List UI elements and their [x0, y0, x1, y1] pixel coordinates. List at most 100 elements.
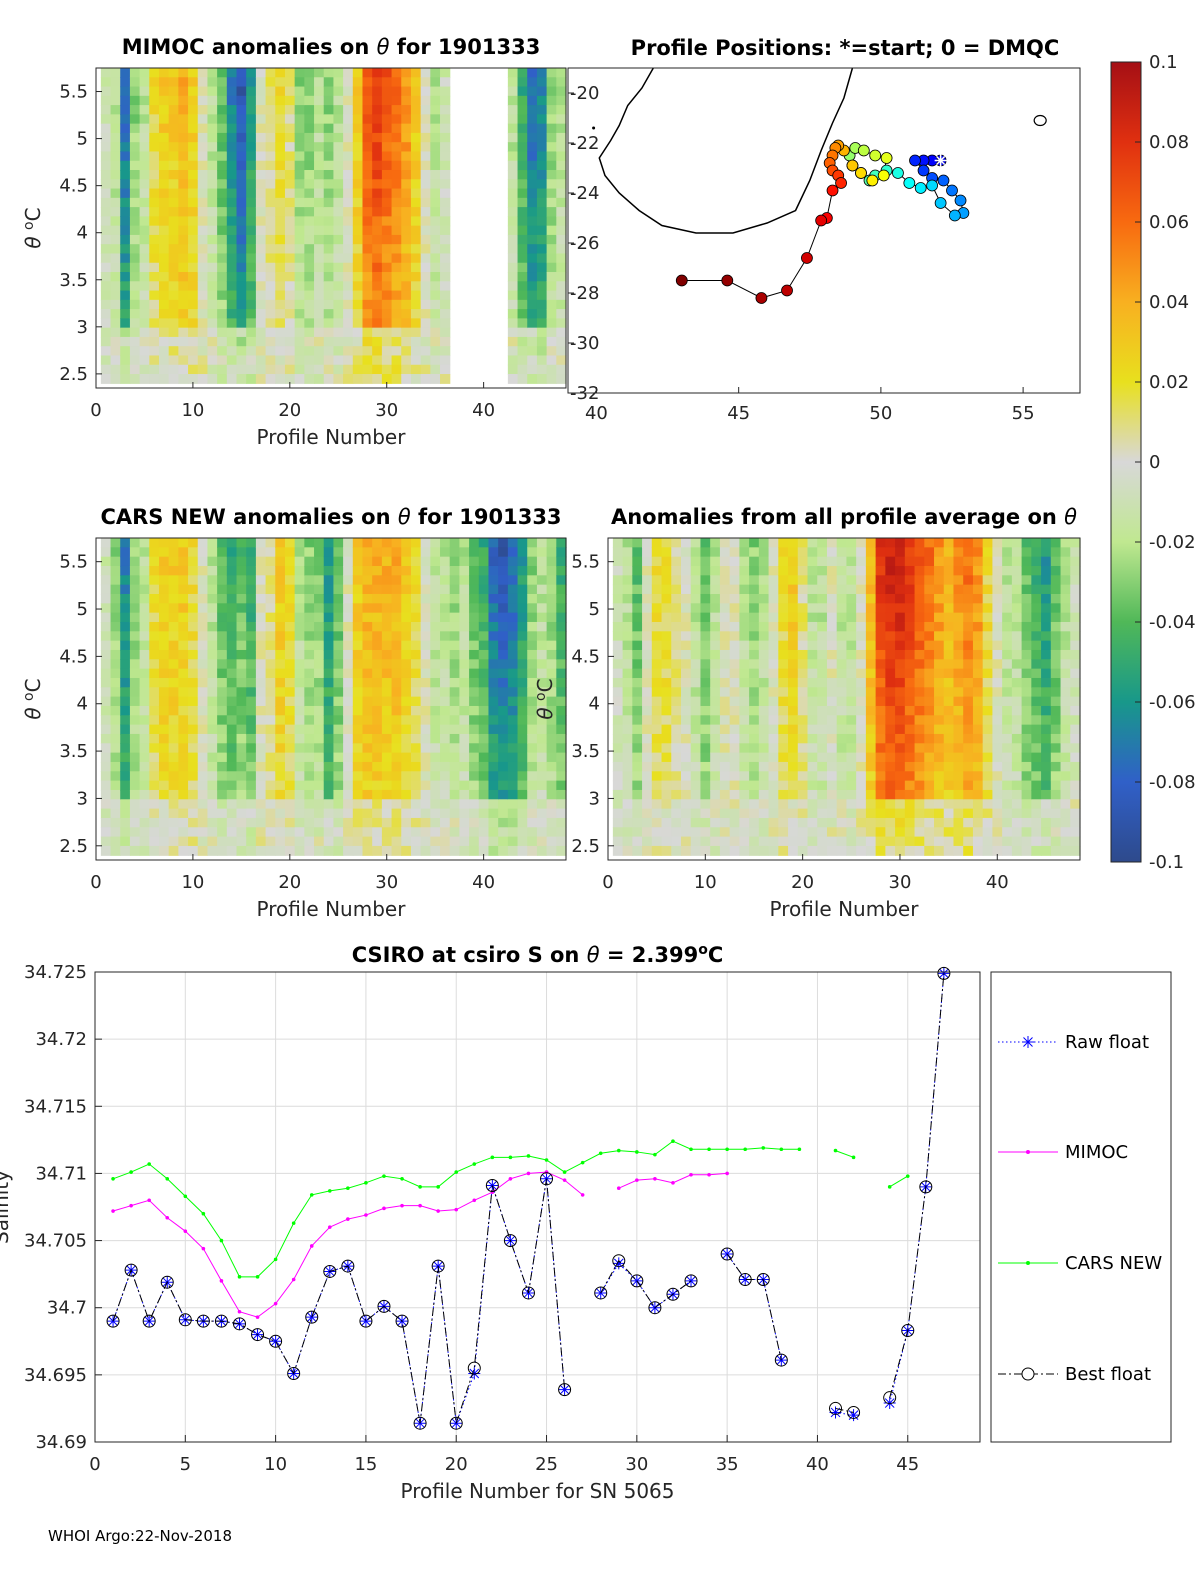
heatmap-cell [836, 621, 848, 632]
heatmap-cell [972, 565, 984, 576]
heatmap-cell [362, 780, 373, 791]
heatmap-cell [265, 733, 276, 744]
heatmap-cell [729, 696, 740, 707]
heatmap-cell [100, 105, 112, 115]
heatmap-cell [304, 272, 315, 282]
heatmap-cell [255, 556, 267, 567]
heatmap-cell [323, 105, 335, 115]
heatmap-cell [749, 603, 760, 614]
heatmap-cell [207, 677, 218, 688]
heatmap-cell [284, 364, 296, 375]
heatmap-cell [304, 132, 315, 143]
heatmap-cell [527, 216, 538, 227]
heatmap-cell [817, 612, 828, 623]
heatmap-cell [139, 593, 150, 604]
heatmap-cell [1070, 836, 1081, 847]
heatmap-cell [110, 179, 121, 190]
heatmap-cell [972, 538, 984, 548]
heatmap-cell [391, 621, 402, 632]
heatmap-cell [710, 780, 721, 791]
heatmap-cell [507, 659, 519, 670]
heatmap-cell [671, 799, 682, 810]
heatmap-cell [168, 771, 179, 782]
heatmap-cell [381, 845, 393, 856]
heatmap-cell [246, 743, 257, 754]
heatmap-cell [680, 659, 692, 670]
heatmap-cell [246, 631, 257, 642]
heatmap-cell [304, 299, 315, 310]
heatmap-cell [255, 336, 267, 347]
heatmap-cell [255, 761, 267, 772]
heatmap-cell [807, 845, 818, 856]
heatmap-cell [758, 612, 770, 623]
heatmap-cell [275, 346, 286, 357]
heatmap-cell [158, 299, 170, 310]
heatmap-cell [217, 827, 228, 838]
heatmap-cell [333, 584, 344, 595]
heatmap-cell [352, 789, 364, 800]
heatmap-cell [168, 603, 179, 614]
heatmap-cell [700, 743, 711, 754]
data-point [273, 1301, 278, 1306]
heatmap-cell [729, 845, 740, 856]
heatmap-cell [982, 705, 994, 716]
heatmap-cell [236, 584, 247, 595]
heatmap-cell [110, 207, 121, 217]
heatmap-cell [749, 845, 760, 856]
heatmap-cell [362, 170, 373, 180]
x-tick-label: 10 [181, 400, 204, 421]
profile-position [903, 177, 916, 189]
heatmap-cell [875, 668, 886, 679]
heatmap-cell [924, 771, 935, 782]
heatmap-cell [226, 244, 238, 255]
heatmap-cell [768, 799, 779, 810]
heatmap-cell [188, 197, 199, 208]
heatmap-cell [255, 160, 267, 171]
heatmap-cell [904, 677, 916, 688]
heatmap-cell [632, 621, 643, 632]
heatmap-cell [826, 668, 838, 679]
heatmap-cell [352, 724, 364, 735]
x-tick-label: 30 [375, 400, 398, 421]
heatmap-cell [642, 715, 653, 726]
heatmap-cell [478, 565, 490, 576]
profile-position [869, 149, 882, 162]
heatmap-cell [517, 761, 528, 772]
heatmap-cell [498, 668, 509, 679]
heatmap-cell [362, 336, 373, 347]
heatmap-cell [401, 603, 412, 614]
heatmap-cell [236, 743, 247, 754]
heatmap-cell [110, 244, 121, 255]
heatmap-cell [352, 817, 364, 828]
heatmap-cell [158, 780, 170, 791]
heatmap-cell [856, 677, 867, 688]
heatmap-cell [527, 272, 538, 282]
heatmap-cell [294, 216, 305, 227]
heatmap-cell [488, 687, 499, 698]
heatmap-cell [517, 575, 528, 586]
heatmap-cell [992, 640, 1003, 651]
heatmap-cell [982, 593, 994, 604]
heatmap-cell [719, 640, 731, 651]
heatmap-cell [207, 142, 218, 153]
heatmap-cell [120, 336, 131, 347]
heatmap-cell [469, 668, 480, 679]
heatmap-cell [972, 715, 984, 726]
heatmap-cell [546, 547, 557, 558]
heatmap-cell [992, 771, 1003, 782]
heatmap-cell [226, 565, 238, 576]
heatmap-cell [1041, 565, 1052, 576]
heatmap-cell [430, 197, 441, 208]
heatmap-cell [788, 771, 799, 782]
heatmap-cell [1060, 836, 1071, 847]
heatmap-cell [139, 346, 150, 357]
heatmap-cell [401, 649, 412, 660]
heatmap-cell [275, 584, 286, 595]
data-point [129, 1203, 133, 1208]
heatmap-cell [914, 556, 925, 567]
heatmap-cell [381, 68, 393, 78]
heatmap-cell [372, 715, 383, 726]
heatmap-cell [139, 547, 150, 558]
heatmap-cell [488, 771, 499, 782]
heatmap-cell [797, 621, 809, 632]
